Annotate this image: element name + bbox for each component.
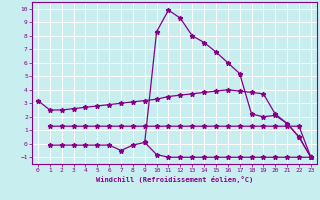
X-axis label: Windchill (Refroidissement éolien,°C): Windchill (Refroidissement éolien,°C) (96, 176, 253, 183)
